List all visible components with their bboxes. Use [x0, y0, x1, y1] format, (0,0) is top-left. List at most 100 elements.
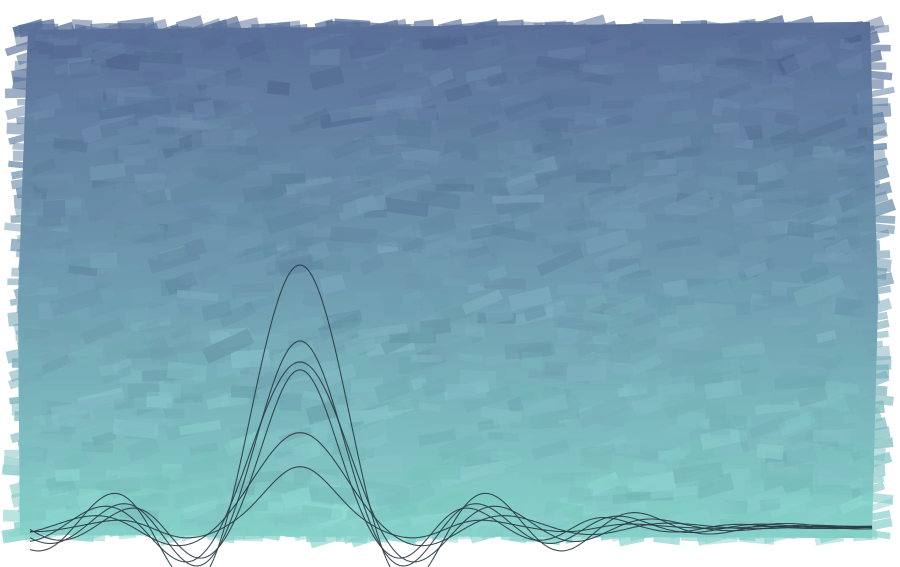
brushstroke: [176, 339, 208, 355]
brushstroke: [117, 122, 152, 146]
brushstroke: [326, 394, 356, 407]
brushstroke: [694, 215, 742, 234]
edge-brushstroke: [4, 448, 44, 458]
brushstroke: [743, 261, 769, 279]
brushstroke: [600, 424, 625, 438]
brushstroke: [599, 302, 622, 318]
brushstroke: [508, 157, 545, 170]
edge-brushstroke: [853, 330, 889, 342]
brushstroke: [642, 434, 691, 452]
brushstroke: [392, 145, 441, 164]
brushstroke: [411, 466, 461, 480]
edge-brushstroke: [859, 528, 891, 540]
brushstroke: [790, 199, 843, 227]
wave-line-3: [29, 361, 873, 563]
brushstroke: [50, 340, 87, 361]
brushstroke: [91, 41, 126, 64]
brushstroke: [709, 71, 761, 95]
brushstroke: [416, 104, 440, 125]
edge-brushstroke: [8, 131, 36, 145]
brushstroke: [192, 373, 238, 396]
brushstroke: [533, 509, 567, 533]
brushstroke: [488, 431, 519, 441]
brushstroke: [578, 271, 605, 283]
brushstroke: [775, 376, 801, 388]
brushstroke: [42, 507, 71, 526]
brushstroke: [630, 353, 662, 376]
ragged-edge-strokes: [1, 14, 897, 549]
brushstroke: [654, 213, 698, 224]
brushstroke: [518, 132, 546, 149]
brushstroke: [35, 178, 70, 192]
brushstroke: [429, 67, 455, 87]
edge-brushstroke: [395, 526, 417, 534]
edge-brushstroke: [855, 311, 889, 325]
brushstroke: [459, 369, 497, 389]
brushstroke: [813, 465, 865, 479]
brushstroke: [794, 175, 825, 198]
brushstroke: [116, 407, 168, 438]
brushstroke: [534, 218, 561, 237]
brushstroke: [724, 468, 753, 481]
brushstroke: [671, 348, 725, 369]
brushstroke: [416, 189, 461, 210]
brushstroke: [195, 69, 226, 86]
brushstroke: [99, 116, 140, 139]
brushstroke: [47, 44, 83, 60]
edge-brushstroke: [16, 49, 41, 66]
brushstroke: [392, 502, 445, 518]
brushstroke: [130, 231, 167, 245]
brushstroke: [91, 270, 114, 292]
brushstroke: [750, 293, 770, 307]
brushstroke: [319, 273, 346, 295]
brushstroke: [141, 63, 187, 87]
brushstroke: [501, 100, 552, 135]
brushstroke: [295, 180, 345, 201]
brushstroke: [734, 82, 787, 106]
brushstroke: [812, 155, 857, 173]
brushstroke: [799, 262, 830, 284]
brushstroke: [598, 123, 643, 136]
brushstroke: [395, 170, 423, 182]
brushstroke: [437, 430, 487, 461]
brushstroke: [712, 256, 761, 277]
brushstroke: [206, 395, 230, 410]
brushstroke: [199, 30, 229, 53]
brushstroke: [147, 467, 185, 487]
brushstroke: [455, 460, 506, 481]
brushstroke: [728, 217, 775, 248]
edge-brushstroke: [13, 193, 43, 209]
brushstroke: [535, 55, 580, 72]
brushstroke: [738, 424, 771, 442]
brushstroke: [201, 300, 233, 322]
brushstroke: [708, 412, 748, 431]
brushstroke: [465, 65, 503, 83]
brushstroke: [439, 285, 469, 295]
brushstroke: [547, 228, 589, 246]
edge-brushstroke: [857, 69, 893, 81]
edge-brushstroke: [10, 426, 41, 444]
brushstroke: [663, 189, 711, 217]
brushstroke: [520, 351, 543, 370]
brushstroke: [638, 120, 668, 135]
brushstroke: [764, 142, 794, 161]
brushstroke: [441, 244, 475, 257]
brushstroke: [113, 245, 158, 260]
edge-brushstroke: [477, 524, 497, 539]
edge-brushstroke: [12, 142, 43, 152]
brushstroke: [513, 319, 561, 344]
brushstroke: [235, 36, 267, 60]
brushstroke: [765, 491, 812, 504]
edge-brushstroke: [9, 294, 44, 306]
edge-brushstroke: [382, 23, 412, 39]
brushstroke: [193, 99, 216, 119]
edge-brushstroke: [10, 168, 34, 180]
brushstroke: [55, 468, 80, 482]
brushstroke: [573, 70, 614, 86]
brushstroke: [131, 492, 169, 511]
brushstroke: [606, 211, 647, 230]
edge-brushstroke: [852, 298, 893, 321]
brushstroke: [721, 106, 763, 124]
edge-brushstroke: [10, 215, 40, 223]
brushstroke: [268, 47, 295, 68]
